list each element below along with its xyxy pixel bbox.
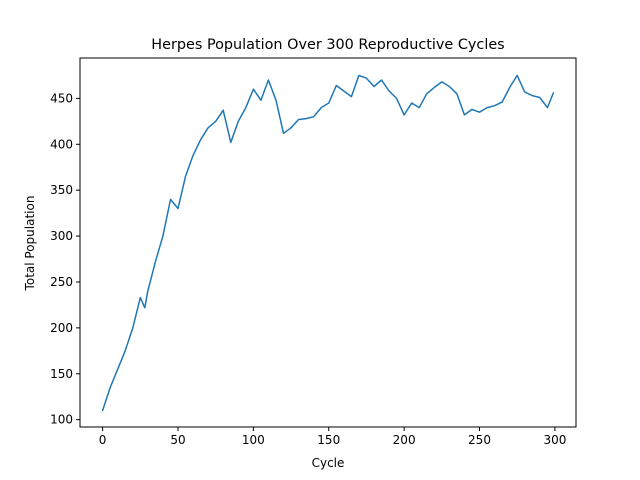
x-tick-label: 250 xyxy=(468,433,491,447)
x-tick-label: 0 xyxy=(99,433,107,447)
x-tick-label: 150 xyxy=(317,433,340,447)
plot-area: 0 50 100 150 200 250 300 100 150 200 250 300 350 400 4… xyxy=(50,57,577,447)
x-axis-label: Cycle xyxy=(312,456,345,470)
y-axis-label: Total Population xyxy=(23,196,37,292)
x-tick-label: 50 xyxy=(170,433,185,447)
y-tick-label: 150 xyxy=(50,367,73,381)
x-tick-label: 300 xyxy=(543,433,566,447)
y-tick-label: 400 xyxy=(50,137,73,151)
x-tick-label: 200 xyxy=(393,433,416,447)
y-tick-label: 100 xyxy=(50,413,73,427)
y-tick-label: 300 xyxy=(50,229,73,243)
y-tick-label: 250 xyxy=(50,275,73,289)
x-tick-label: 100 xyxy=(242,433,265,447)
y-tick-label: 200 xyxy=(50,321,73,335)
series-line-0 xyxy=(101,74,555,412)
y-tick-label: 450 xyxy=(50,91,73,105)
axes-frame xyxy=(79,57,577,428)
chart-title: Herpes Population Over 300 Reproductive … xyxy=(151,37,504,53)
y-tick-label: 350 xyxy=(50,183,73,197)
